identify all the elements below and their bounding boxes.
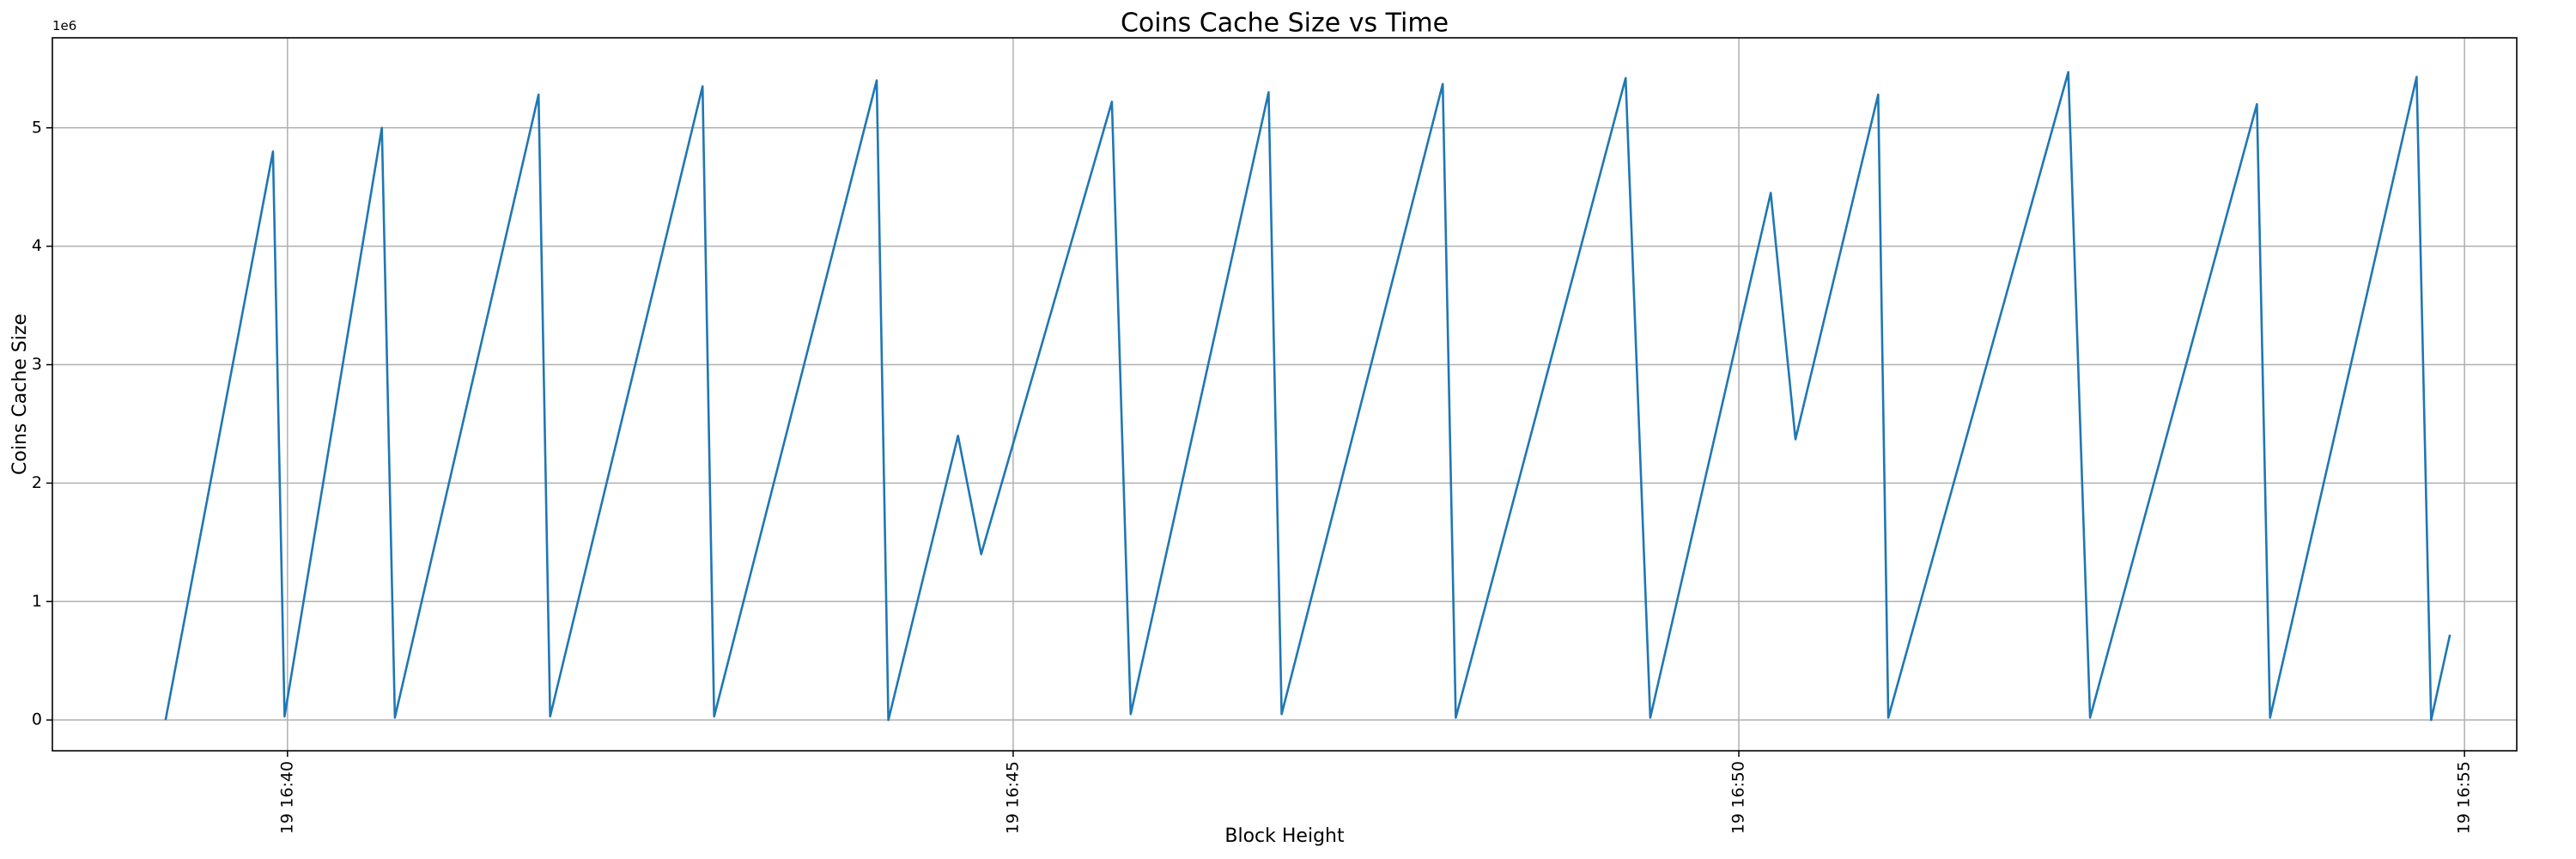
x-tick-label: 19 16:55 xyxy=(2455,761,2474,834)
y-tick-label: 0 xyxy=(32,710,42,729)
y-offset-label: 1e6 xyxy=(52,18,76,34)
y-tick-label: 1 xyxy=(32,592,42,611)
y-tick-label: 3 xyxy=(32,355,42,374)
chart-title: Coins Cache Size vs Time xyxy=(1121,9,1449,39)
x-tick-label: 19 16:40 xyxy=(277,761,296,834)
x-tick-label: 19 16:45 xyxy=(1003,761,1022,834)
y-tick-label: 2 xyxy=(32,473,42,492)
x-tick-label: 19 16:50 xyxy=(1729,761,1748,834)
y-tick-label: 4 xyxy=(32,236,42,255)
y-tick-label: 5 xyxy=(32,118,42,137)
data-line xyxy=(164,70,2451,722)
plot-frame xyxy=(52,37,2518,752)
x-axis-label: Block Height xyxy=(1224,825,1345,847)
y-axis-label: Coins Cache Size xyxy=(9,314,31,475)
